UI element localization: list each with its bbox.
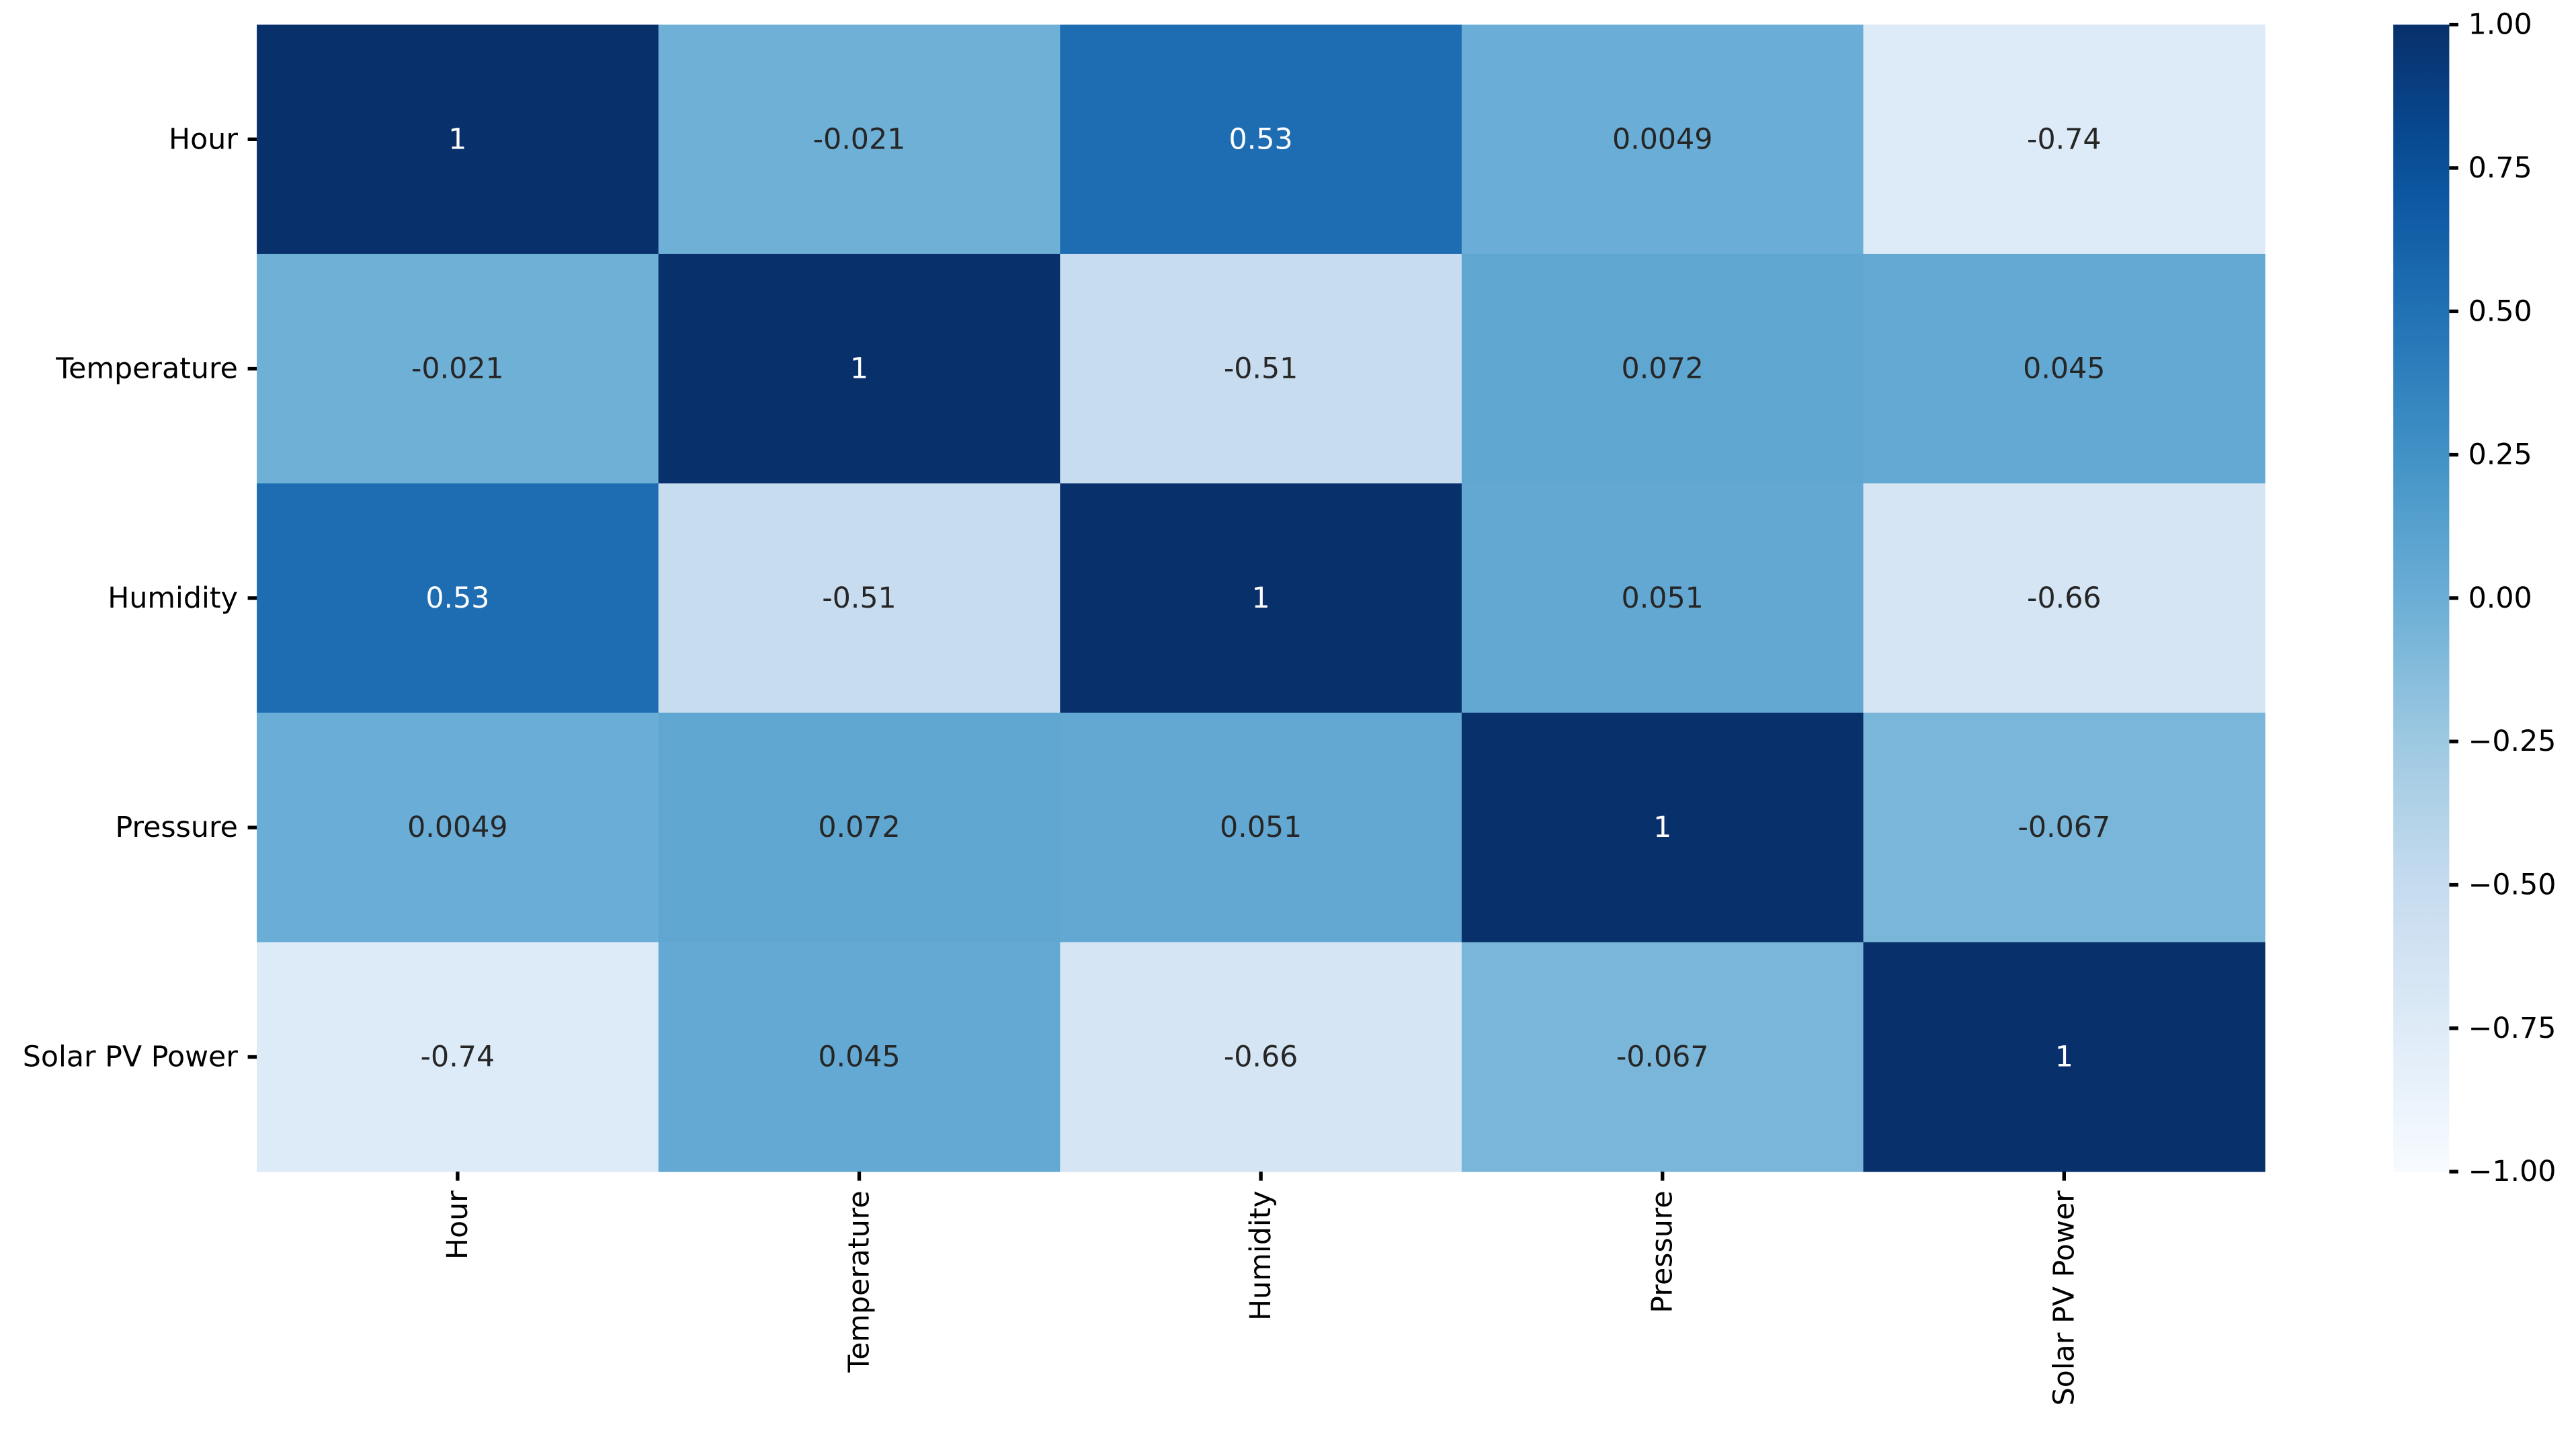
cell-annotation: -0.51 [1224, 352, 1298, 386]
y-tick-label: Solar PV Power [23, 1040, 239, 1073]
cell-annotation: 0.051 [1622, 581, 1704, 615]
heatmap-annotations: 1 -0.021 0.53 0.0049 -0.74 -0.021 1 -0.51 0.072 0… [407, 122, 2110, 1073]
cell-annotation: 0.051 [1220, 811, 1302, 844]
cell-annotation: -0.66 [1224, 1040, 1298, 1073]
y-axis: Hour Temperature Humidity Pressure Solar PV … [23, 122, 257, 1073]
heatmap-cell [1461, 483, 1864, 714]
cell-annotation: 1 [2055, 1040, 2073, 1073]
heatmap-cell [1060, 253, 1462, 484]
heatmap-cell [658, 483, 1061, 714]
heatmap-cell [1461, 712, 1864, 943]
cell-annotation: -0.51 [822, 581, 897, 615]
heatmap-cell [257, 253, 659, 484]
colorbar-tick-label: 0.75 [2468, 151, 2532, 185]
x-axis: Hour Temperature Humidity Pressure Solar PV … [441, 1172, 2081, 1405]
heatmap-cells [257, 24, 2266, 1172]
cell-annotation: 1 [1251, 581, 1270, 615]
cell-annotation: -0.021 [411, 352, 504, 386]
heatmap-cell [257, 712, 659, 943]
cell-annotation: 0.53 [1229, 122, 1293, 156]
cell-annotation: 0.0049 [407, 811, 507, 844]
heatmap-cell [257, 483, 659, 714]
cell-annotation: -0.66 [2027, 581, 2102, 615]
heatmap-cell [1060, 712, 1462, 943]
heatmap-cell [1863, 942, 2266, 1172]
heatmap-cell [1863, 483, 2266, 714]
colorbar: 1.00 0.75 0.50 0.25 0.00 −0.25 −0.50 −0.75 −1.00 [2393, 8, 2557, 1188]
heatmap-cell [257, 942, 659, 1172]
colorbar-tick-label: −0.50 [2468, 868, 2557, 902]
cell-annotation: 1 [850, 352, 868, 386]
cell-annotation: -0.067 [1616, 1040, 1709, 1073]
y-tick-label: Temperature [55, 352, 238, 386]
cell-annotation: 1 [1653, 811, 1671, 844]
colorbar-tick-label: −1.00 [2468, 1155, 2557, 1188]
colorbar-tick-label: −0.25 [2468, 725, 2557, 758]
colorbar-tick-label: 1.00 [2468, 8, 2532, 42]
cell-annotation: -0.021 [813, 122, 906, 156]
x-tick-label: Humidity [1244, 1190, 1278, 1321]
colorbar-tick-label: −0.75 [2468, 1012, 2557, 1045]
cell-annotation: 0.53 [425, 581, 489, 615]
cell-annotation: 0.0049 [1612, 122, 1712, 156]
heatmap-cell [1461, 24, 1864, 255]
heatmap-cell [658, 942, 1061, 1172]
cell-annotation: 0.045 [818, 1040, 900, 1073]
cell-annotation: -0.74 [2027, 122, 2102, 156]
heatmap-cell [1060, 483, 1462, 714]
cell-annotation: -0.74 [421, 1040, 495, 1073]
cell-annotation: 0.072 [818, 811, 900, 844]
y-tick-label: Hour [169, 122, 238, 156]
y-tick-label: Humidity [108, 581, 238, 615]
colorbar-tick-label: 0.00 [2468, 581, 2532, 615]
x-tick-label: Hour [441, 1190, 474, 1260]
cell-annotation: 0.072 [1622, 352, 1704, 386]
heatmap-cell [658, 712, 1061, 943]
heatmap-cell [1863, 253, 2266, 484]
cell-annotation: 1 [448, 122, 466, 156]
colorbar-gradient [2393, 24, 2450, 1172]
x-tick-label: Solar PV Power [2047, 1190, 2081, 1406]
heatmap-cell [1060, 24, 1462, 255]
heatmap-cell [1060, 942, 1462, 1172]
heatmap-cell [1863, 712, 2266, 943]
heatmap-cell [1461, 942, 1864, 1172]
cell-annotation: 0.045 [2023, 352, 2105, 386]
cell-annotation: -0.067 [2018, 811, 2110, 844]
x-tick-label: Temperature [842, 1190, 876, 1373]
heatmap-cell [1461, 253, 1864, 484]
x-tick-label: Pressure [1646, 1190, 1679, 1313]
heatmap-cell [257, 24, 659, 255]
y-tick-label: Pressure [115, 811, 237, 844]
colorbar-tick-label: 0.25 [2468, 438, 2532, 472]
colorbar-tick-label: 0.50 [2468, 294, 2532, 328]
heatmap-cell [658, 253, 1061, 484]
heatmap-cell [658, 24, 1061, 255]
heatmap-cell [1863, 24, 2266, 255]
